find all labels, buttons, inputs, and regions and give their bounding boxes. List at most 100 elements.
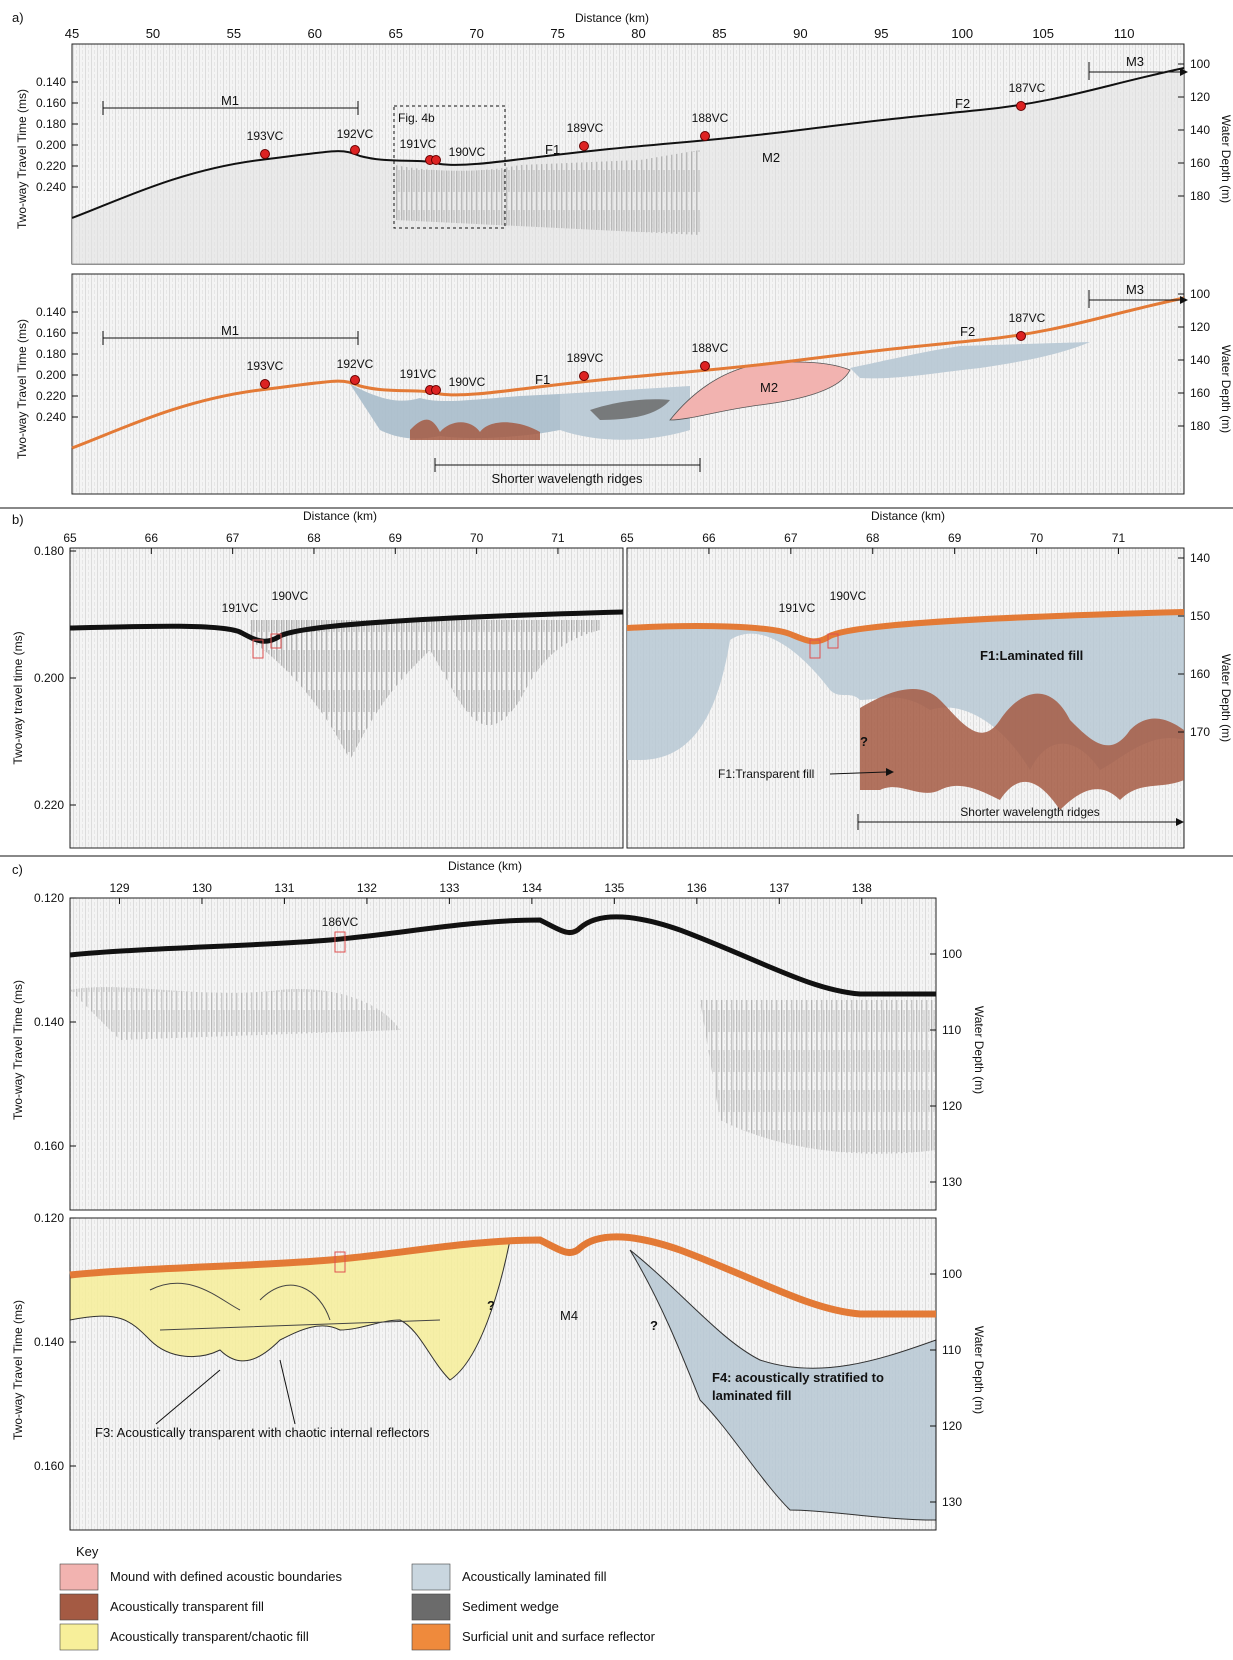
panel-a-twt-tick: 0.240 [36, 180, 66, 194]
panel-c-twt-tick: 0.160 [34, 1139, 64, 1153]
panel-a-bottom-section: M1 M3 F1 M2 F2 Shorter wavelength ridges… [71, 273, 1188, 495]
panel-a-depth-tick: 120 [1190, 320, 1210, 334]
panel-b: b) Distance (km) Distance (km) 191VC 190… [11, 509, 1233, 849]
panel-a-x-tick-label: 100 [951, 26, 973, 41]
panel-c-x-tick: 131 [274, 881, 294, 895]
panel-c-depth-tick: 120 [942, 1419, 962, 1433]
panel-c-twt-tick: 0.140 [34, 1015, 64, 1029]
core-marker [579, 371, 589, 381]
panel-b-x-title-left: Distance (km) [303, 509, 377, 523]
panel-a-x-tick-label: 55 [227, 26, 241, 41]
panel-b-right-title: Water Depth (m) [1219, 654, 1233, 742]
key-swatch [59, 1563, 99, 1591]
panel-b-twt-tick: 0.200 [34, 671, 64, 685]
m1-label-b: M1 [221, 323, 239, 338]
panel-c-depth-tick: 130 [942, 1495, 962, 1509]
key-item-label: Acoustically transparent/chaotic fill [110, 1629, 309, 1644]
mound-m2 [669, 361, 851, 421]
fig-4b-label: Fig. 4b [398, 111, 435, 125]
panel-a-bottom-cores: 193VC 192VC 191VC 190VC 189VC 188VC 187VC [247, 311, 1046, 395]
panel-b-depth-tick: 150 [1190, 609, 1210, 623]
panel-c-q2: ? [650, 1318, 658, 1333]
panel-c-letter: c) [12, 862, 23, 877]
panel-a-depth-tick: 160 [1190, 156, 1210, 170]
panel-c-depth-tick: 100 [942, 1267, 962, 1281]
core-190-left: 190VC [272, 589, 309, 603]
panel-a-depth-tick: 180 [1190, 419, 1210, 433]
surface-reflector-c [69, 1233, 936, 1318]
panel-c-depth-tick: 110 [942, 1343, 961, 1357]
core-label: 193VC [247, 129, 284, 143]
core-label: 189VC [567, 351, 604, 365]
core-marker [700, 131, 710, 141]
core-190-right: 190VC [830, 589, 867, 603]
panel-b-x-tick: 70 [1030, 531, 1044, 545]
panel-b-x-tick: 67 [226, 531, 240, 545]
core-label: 192VC [337, 357, 374, 371]
panel-c-x-tick: 130 [192, 881, 212, 895]
panel-a-axes: 0.140 0.160 0.180 0.200 0.220 0.240 100 120 140 1… [36, 57, 1210, 433]
panel-a-x-tick-label: 60 [308, 26, 322, 41]
panel-c-depth-tick: 130 [942, 1175, 962, 1189]
panel-a-twt-tick: 0.220 [36, 389, 66, 403]
panel-b-x-tick: 71 [551, 531, 565, 545]
panel-b-x-tick: 65 [620, 531, 634, 545]
panel-c-x-tick: 137 [769, 881, 789, 895]
surface-reflector-a [71, 296, 1185, 450]
core-label: 187VC [1009, 81, 1046, 95]
core-marker [431, 385, 441, 395]
f4-label-1: F4: acoustically stratified to [712, 1370, 884, 1385]
core-label: 188VC [692, 111, 729, 125]
panel-c-x-tick: 136 [687, 881, 707, 895]
panel-b-x-tick: 66 [702, 531, 716, 545]
f2-label-b: F2 [960, 324, 975, 339]
panel-a-right-title-bot: Water Depth (m) [1219, 345, 1233, 433]
panel-c-q1: ? [487, 1298, 495, 1313]
panel-a-x-tick-label: 90 [793, 26, 807, 41]
core-marker [260, 379, 270, 389]
reflector-streaks [395, 150, 700, 235]
panel-a-twt-tick: 0.240 [36, 410, 66, 424]
surface-reflector-b [626, 609, 1185, 645]
m2-label-b: M2 [760, 380, 778, 395]
core-marker [350, 145, 360, 155]
key-swatch [59, 1593, 99, 1621]
f3-label: F3: Acoustically transparent with chaoti… [95, 1425, 430, 1440]
panel-c-x-tick: 134 [522, 881, 542, 895]
panel-a-left-title-bot: Two-way Travel Time (ms) [15, 319, 29, 459]
panel-a-x-tick-label: 65 [388, 26, 402, 41]
panel-c-x-tick: 133 [439, 881, 459, 895]
panel-c-left-title-bot: Two-way Travel Time (ms) [11, 1300, 25, 1440]
panel-b-x-tick: 69 [948, 531, 962, 545]
panel-a-twt-tick: 0.160 [36, 326, 66, 340]
panel-b-twt-tick: 0.220 [34, 798, 64, 812]
key-item-label: Sediment wedge [462, 1599, 559, 1614]
core-label: 191VC [400, 137, 437, 151]
core-186-top: 186VC [322, 915, 359, 929]
core-191-left: 191VC [222, 601, 259, 615]
key-title: Key [76, 1544, 99, 1559]
panel-a-twt-tick: 0.200 [36, 368, 66, 382]
panel-a-right-title-top: Water Depth (m) [1219, 115, 1233, 203]
panel-a-depth-tick: 180 [1190, 189, 1210, 203]
panel-b-x-tick: 70 [470, 531, 484, 545]
panel-a: a) Distance (km) 45 50 55 60 65 70 75 80 85 90 95 1… [12, 10, 1233, 495]
f4-label-2: laminated fill [712, 1388, 791, 1403]
panel-a-x-tick-label: 45 [65, 26, 79, 41]
seabed-reflector-c [69, 914, 936, 997]
panel-b-depth-tick: 140 [1190, 551, 1210, 565]
f1-label: F1 [545, 142, 560, 157]
key-swatch [411, 1563, 451, 1591]
m2-label: M2 [762, 150, 780, 165]
panel-c-x-tick: 129 [109, 881, 129, 895]
core-label: 192VC [337, 127, 374, 141]
panel-a-x-tick-label: 95 [874, 26, 888, 41]
panel-b-twt-tick: 0.180 [34, 544, 64, 558]
panel-a-top-section: Fig. 4b M1 M3 F1 M2 F2 193VC 192VC191VC19… [71, 43, 1188, 265]
panel-a-twt-tick: 0.200 [36, 138, 66, 152]
panel-a-twt-tick: 0.180 [36, 347, 66, 361]
panel-a-depth-tick: 160 [1190, 386, 1210, 400]
sediment-wedge-a [590, 399, 670, 420]
panel-b-axes: 65 66 67 68 69 70 71 65 66 67 68 69 70 71 0.180 0.200 0.… [34, 531, 1210, 812]
core-marker [431, 155, 441, 165]
